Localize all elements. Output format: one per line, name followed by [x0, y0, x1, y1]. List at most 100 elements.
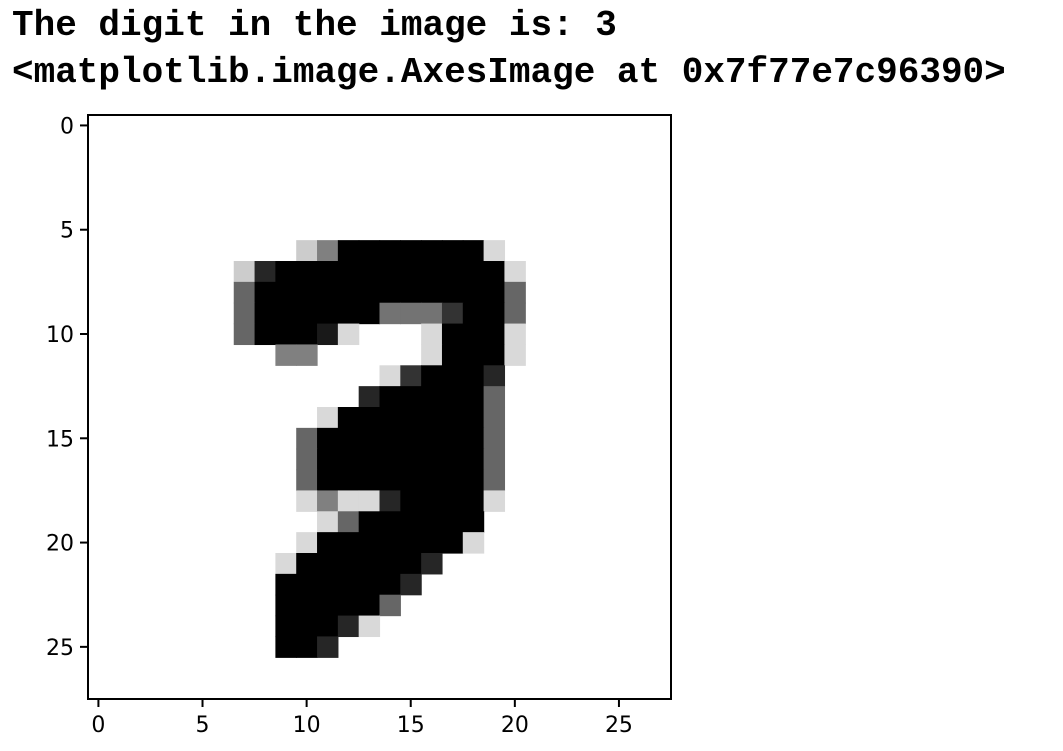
pixel-cell — [421, 281, 443, 304]
pixel-cell — [441, 490, 464, 512]
pixel-cell — [421, 323, 443, 346]
pixel-cell — [358, 490, 381, 512]
pixel-cell — [483, 302, 506, 325]
pixel-cell — [358, 594, 381, 617]
pixel-cell — [358, 532, 381, 554]
pixel-cell — [379, 490, 401, 512]
pixel-cell — [400, 407, 422, 429]
pixel-cell — [233, 281, 256, 304]
pixel-cell — [483, 344, 506, 366]
x-tick-label: 10 — [293, 713, 321, 738]
pixel-cell — [421, 511, 443, 533]
pixel-cell — [254, 323, 276, 346]
pixel-cell — [421, 490, 443, 512]
pixel-cell — [441, 302, 464, 325]
pixel-cell — [400, 427, 422, 450]
pixel-cell — [358, 281, 381, 304]
pixel-cell — [337, 511, 360, 533]
pixel-cell — [337, 302, 360, 325]
pixel-cell — [462, 302, 485, 325]
pixel-cell — [483, 261, 506, 283]
pixel-cell — [296, 448, 318, 471]
pixel-cell — [337, 573, 360, 596]
x-tick-label: 20 — [501, 713, 529, 738]
pixel-cell — [421, 261, 443, 283]
pixel-cell — [275, 553, 297, 575]
pixel-cell — [337, 532, 360, 554]
pixel-cell — [421, 448, 443, 471]
pixel-cell — [296, 553, 318, 575]
pixel-cell — [317, 448, 339, 471]
pixel-cell — [504, 323, 526, 346]
pixel-cell — [379, 469, 401, 492]
pixel-cell — [358, 240, 381, 262]
pixel-cell — [296, 240, 318, 262]
pixel-cell — [296, 532, 318, 554]
pixel-cell — [379, 302, 401, 325]
pixel-cell — [400, 281, 422, 304]
pixel-cell — [441, 386, 464, 408]
axes-frame — [87, 114, 672, 700]
pixel-cell — [421, 553, 443, 575]
pixel-cell — [317, 261, 339, 283]
pixel-cell — [337, 448, 360, 471]
y-tick-label: 15 — [46, 427, 74, 452]
pixel-cell — [441, 407, 464, 429]
pixel-cell — [421, 240, 443, 262]
pixel-cell — [462, 511, 485, 533]
pixel-cell — [379, 281, 401, 304]
pixel-cell — [462, 532, 485, 554]
pixel-cell — [317, 511, 339, 533]
pixel-cell — [317, 573, 339, 596]
pixel-cell — [400, 511, 422, 533]
pixel-cell — [337, 469, 360, 492]
pixel-cell — [317, 615, 339, 638]
pixel-cell — [441, 281, 464, 304]
pixel-cell — [296, 469, 318, 492]
pixel-cell — [441, 240, 464, 262]
pixel-cell — [358, 261, 381, 283]
pixel-cell — [233, 261, 256, 283]
pixel-cell — [337, 261, 360, 283]
pixel-cell — [275, 261, 297, 283]
pixel-cell — [504, 261, 526, 283]
pixel-cell — [441, 532, 464, 554]
pixel-cell — [275, 302, 297, 325]
pixel-cell — [379, 407, 401, 429]
pixel-cell — [317, 469, 339, 492]
pixel-cell — [462, 469, 485, 492]
pixel-cell — [296, 573, 318, 596]
pixel-cell — [358, 553, 381, 575]
pixel-cell — [483, 323, 506, 346]
pixel-cell — [483, 469, 506, 492]
pixel-cell — [400, 448, 422, 471]
pixel-cell — [400, 261, 422, 283]
x-tick-label: 15 — [397, 713, 425, 738]
pixel-cell — [337, 490, 360, 512]
pixel-cell — [358, 407, 381, 429]
y-tick-label: 10 — [46, 323, 74, 348]
pixel-cell — [379, 365, 401, 387]
pixel-cell — [400, 553, 422, 575]
pixel-cell — [296, 594, 318, 617]
axis-ticks: 0 5 10 15 20 25 0 5 10 15 20 25 — [46, 114, 633, 738]
pixel-cell — [337, 615, 360, 638]
pixel-cell — [441, 448, 464, 471]
pixel-cell — [296, 281, 318, 304]
pixel-cell — [275, 344, 297, 366]
y-tick-label: 20 — [46, 532, 74, 557]
pixel-cell — [483, 407, 506, 429]
pixel-cell — [400, 302, 422, 325]
pixel-cell — [275, 281, 297, 304]
pixel-cell — [317, 427, 339, 450]
pixel-cell — [462, 344, 485, 366]
pixel-cell — [421, 427, 443, 450]
pixel-cell — [421, 469, 443, 492]
pixel-cell — [462, 407, 485, 429]
pixel-cell — [441, 469, 464, 492]
pixel-cell — [275, 573, 297, 596]
pixel-cell — [358, 469, 381, 492]
pixel-cell — [337, 281, 360, 304]
pixel-cell — [296, 636, 318, 658]
pixel-cell — [483, 448, 506, 471]
